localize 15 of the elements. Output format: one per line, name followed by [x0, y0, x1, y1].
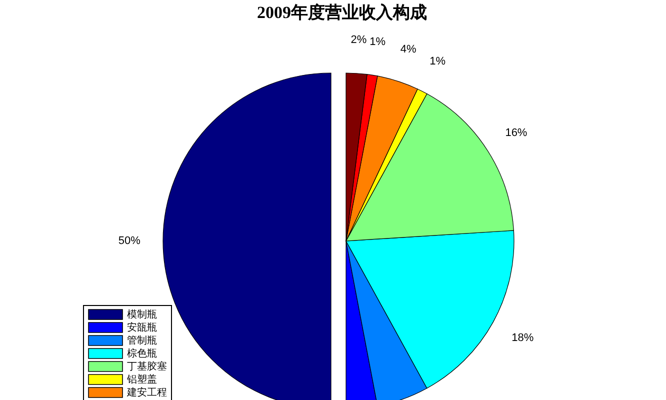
- legend-label: 安瓿瓶: [127, 322, 157, 334]
- data-label: 4%: [400, 43, 416, 56]
- data-label: 1%: [430, 55, 446, 68]
- legend-label: 丁基胶塞: [127, 360, 167, 372]
- data-label: 16%: [505, 126, 528, 139]
- chart-title: 2009年度营业收入构成: [257, 2, 427, 22]
- legend-label: 铝塑盖: [126, 374, 157, 386]
- legend-label: 棕色瓶: [127, 348, 157, 360]
- data-label: 18%: [512, 332, 534, 344]
- data-label: 1%: [370, 36, 386, 48]
- legend-label: 建安工程: [126, 386, 167, 398]
- data-label: 2%: [350, 34, 367, 46]
- data-label: 50%: [118, 235, 141, 247]
- legend-label: 模制瓶: [127, 308, 157, 320]
- legend-label: 管制瓶: [127, 334, 157, 346]
